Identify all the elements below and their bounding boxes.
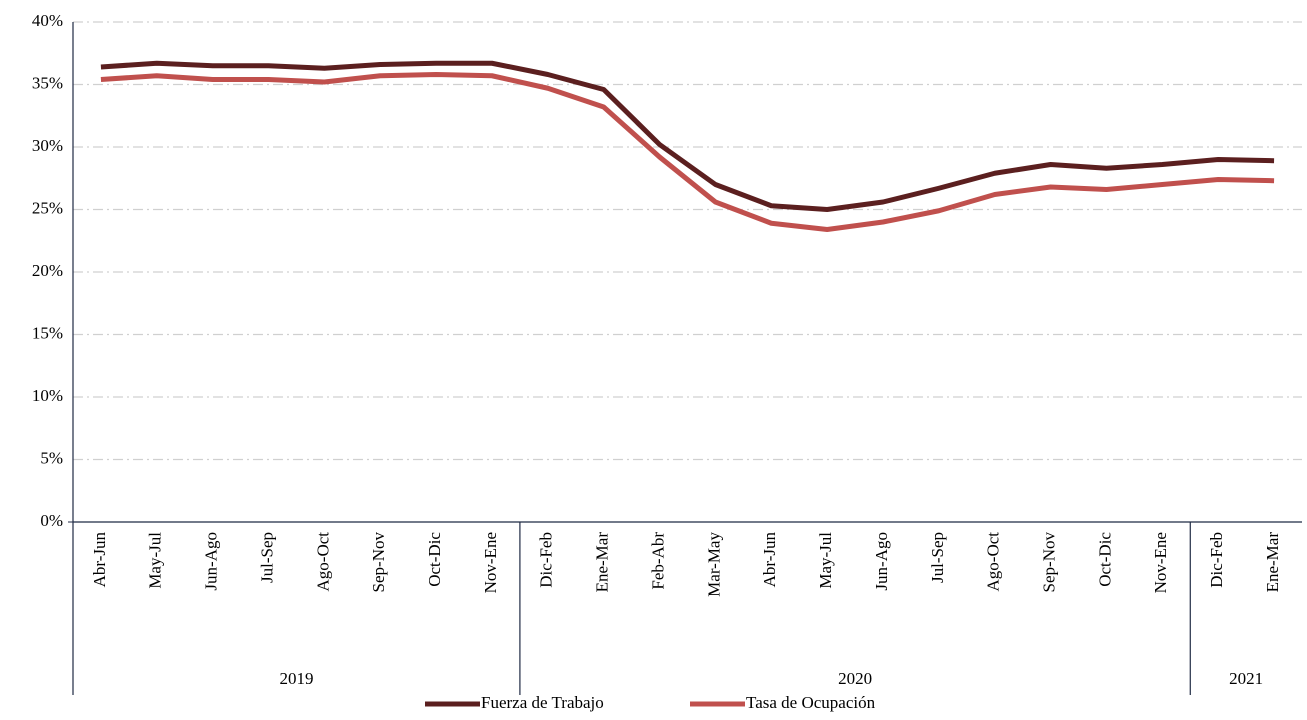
x-tick-label: Jul-Sep xyxy=(928,532,947,583)
group-label: 2019 xyxy=(279,669,313,688)
x-tick-label: Ene-Mar xyxy=(593,532,612,593)
x-tick-label: Oct-Dic xyxy=(425,532,444,587)
x-tick-label: Mar-May xyxy=(704,532,723,597)
x-tick-label: Jun-Ago xyxy=(872,532,891,591)
x-tick-label: Nov-Ene xyxy=(481,532,500,593)
x-tick-label: Sep-Nov xyxy=(1040,532,1059,593)
y-tick-label: 5% xyxy=(40,448,63,467)
x-tick-label: Dic-Feb xyxy=(1207,532,1226,588)
x-tick-label: Sep-Nov xyxy=(369,532,388,593)
x-tick-label: Ago-Oct xyxy=(313,532,332,592)
line-series xyxy=(100,72,1275,232)
x-tick-label: May-Jul xyxy=(146,532,165,589)
x-tick-label: Ago-Oct xyxy=(984,532,1003,592)
x-tick-label: Nov-Ene xyxy=(1151,532,1170,593)
x-tick-label: Abr-Jun xyxy=(760,532,779,588)
x-tick-label: Dic-Feb xyxy=(537,532,556,588)
y-tick-label: 15% xyxy=(32,323,63,342)
x-tick-label: Ene-Mar xyxy=(1263,532,1282,593)
y-tick-label: 25% xyxy=(32,198,63,217)
legend-label: Fuerza de Trabajo xyxy=(481,693,604,712)
x-tick-label: Abr-Jun xyxy=(90,532,109,588)
y-tick-label: 30% xyxy=(32,136,63,155)
x-tick-label: Jul-Sep xyxy=(257,532,276,583)
group-label: 2020 xyxy=(838,669,872,688)
legend-label: Tasa de Ocupación xyxy=(746,693,876,712)
y-tick-label: 10% xyxy=(32,386,63,405)
y-tick-label: 20% xyxy=(32,261,63,280)
y-tick-label: 35% xyxy=(32,73,63,92)
x-tick-label: Feb-Abr xyxy=(648,532,667,590)
y-tick-label: 0% xyxy=(40,511,63,530)
x-tick-label: May-Jul xyxy=(816,532,835,589)
x-tick-label: Oct-Dic xyxy=(1095,532,1114,587)
y-tick-label: 40% xyxy=(32,11,63,30)
group-label: 2021 xyxy=(1229,669,1263,688)
x-tick-label: Jun-Ago xyxy=(202,532,221,591)
line-series xyxy=(100,60,1275,212)
